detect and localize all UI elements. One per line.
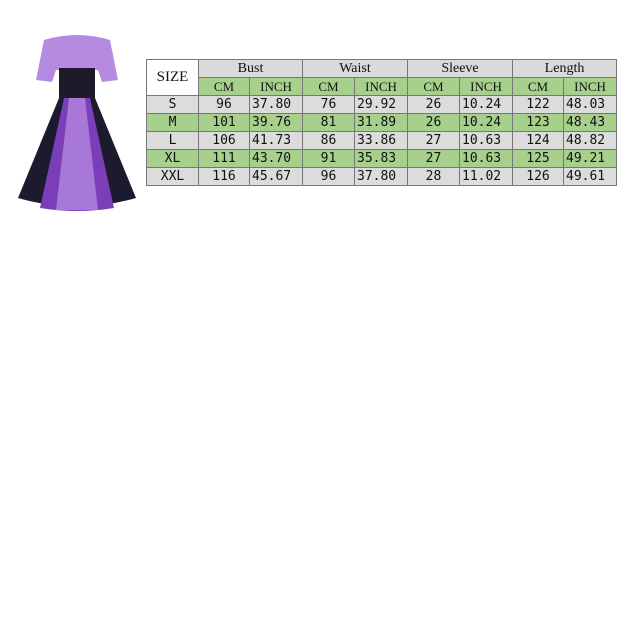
- group-header: Length: [512, 59, 617, 78]
- value-cell: 10.24: [459, 95, 513, 114]
- value-cell: 43.70: [249, 149, 303, 168]
- value-cell: 76: [302, 95, 355, 114]
- value-cell: 86: [302, 131, 355, 150]
- unit-header: INCH: [354, 77, 408, 96]
- unit-header: CM: [198, 77, 250, 96]
- value-cell: 29.92: [354, 95, 408, 114]
- unit-header: INCH: [563, 77, 617, 96]
- value-cell: 37.80: [249, 95, 303, 114]
- value-cell: 10.24: [459, 113, 513, 132]
- value-cell: 10.63: [459, 131, 513, 150]
- size-cell: S: [146, 95, 199, 114]
- value-cell: 28: [407, 167, 460, 186]
- value-cell: 39.76: [249, 113, 303, 132]
- table-row: M 101 39.76 81 31.89 26 10.24 123 48.43: [146, 113, 617, 132]
- value-cell: 126: [512, 167, 564, 186]
- value-cell: 116: [198, 167, 250, 186]
- unit-header: CM: [302, 77, 355, 96]
- value-cell: 10.63: [459, 149, 513, 168]
- table-row: XXL 116 45.67 96 37.80 28 11.02 126 49.61: [146, 167, 617, 186]
- group-header: Waist: [302, 59, 408, 78]
- value-cell: 41.73: [249, 131, 303, 150]
- value-cell: 48.82: [563, 131, 617, 150]
- value-cell: 91: [302, 149, 355, 168]
- value-cell: 96: [302, 167, 355, 186]
- value-cell: 48.03: [563, 95, 617, 114]
- unit-header: INCH: [249, 77, 303, 96]
- size-chart-table: SIZE Bust Waist Sleeve Length CM INCH CM IN…: [146, 59, 617, 186]
- value-cell: 111: [198, 149, 250, 168]
- value-cell: 31.89: [354, 113, 408, 132]
- unit-header: INCH: [459, 77, 513, 96]
- value-cell: 122: [512, 95, 564, 114]
- value-cell: 101: [198, 113, 250, 132]
- group-header: Bust: [198, 59, 303, 78]
- value-cell: 81: [302, 113, 355, 132]
- table-row: S 96 37.80 76 29.92 26 10.24 122 48.03: [146, 95, 617, 114]
- size-cell: L: [146, 131, 199, 150]
- table-row: XL 111 43.70 91 35.83 27 10.63 125 49.21: [146, 149, 617, 168]
- value-cell: 49.61: [563, 167, 617, 186]
- value-cell: 96: [198, 95, 250, 114]
- value-cell: 27: [407, 131, 460, 150]
- size-header: SIZE: [146, 59, 199, 96]
- value-cell: 45.67: [249, 167, 303, 186]
- group-header: Sleeve: [407, 59, 513, 78]
- value-cell: 35.83: [354, 149, 408, 168]
- value-cell: 26: [407, 113, 460, 132]
- value-cell: 124: [512, 131, 564, 150]
- value-cell: 125: [512, 149, 564, 168]
- unit-header: CM: [407, 77, 460, 96]
- value-cell: 33.86: [354, 131, 408, 150]
- value-cell: 26: [407, 95, 460, 114]
- table-row: L 106 41.73 86 33.86 27 10.63 124 48.82: [146, 131, 617, 150]
- value-cell: 11.02: [459, 167, 513, 186]
- dress-product-image: [18, 35, 136, 211]
- value-cell: 123: [512, 113, 564, 132]
- unit-header: CM: [512, 77, 564, 96]
- value-cell: 37.80: [354, 167, 408, 186]
- size-cell: XXL: [146, 167, 199, 186]
- size-cell: M: [146, 113, 199, 132]
- value-cell: 48.43: [563, 113, 617, 132]
- value-cell: 106: [198, 131, 250, 150]
- value-cell: 27: [407, 149, 460, 168]
- value-cell: 49.21: [563, 149, 617, 168]
- size-cell: XL: [146, 149, 199, 168]
